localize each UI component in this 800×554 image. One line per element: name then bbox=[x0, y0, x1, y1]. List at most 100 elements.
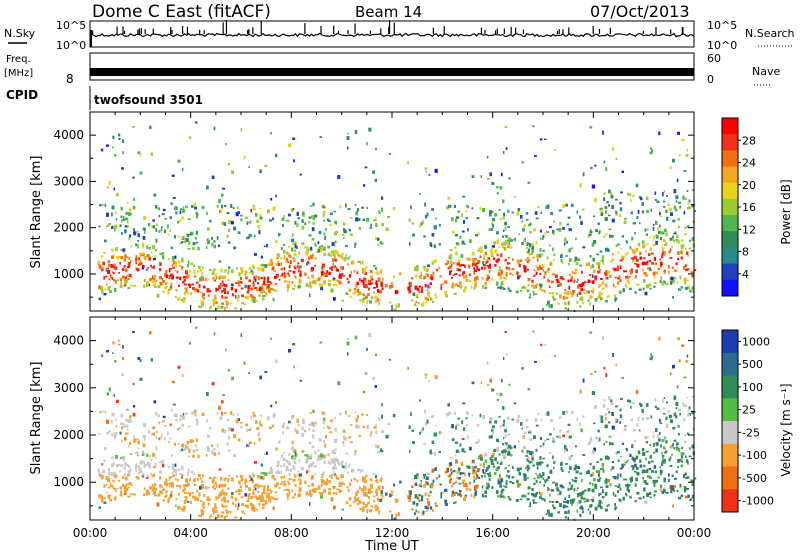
power-cell bbox=[498, 246, 501, 248]
power-cell bbox=[116, 256, 119, 260]
power-cell bbox=[164, 229, 166, 233]
cpid-label: CPID bbox=[6, 88, 38, 102]
power-cell bbox=[340, 254, 343, 259]
power-cell bbox=[213, 279, 216, 282]
power-cell bbox=[295, 245, 298, 249]
velocity-cell bbox=[491, 429, 494, 432]
power-cell bbox=[343, 275, 346, 277]
power-cell bbox=[169, 229, 171, 232]
power-cell bbox=[108, 223, 111, 226]
power-cell bbox=[158, 214, 161, 218]
power-cell bbox=[280, 267, 283, 271]
power-cell bbox=[256, 300, 259, 302]
velocity-cell bbox=[553, 466, 555, 470]
power-cell bbox=[101, 268, 104, 272]
velocity-cell bbox=[429, 506, 433, 510]
velocity-cell bbox=[576, 502, 579, 506]
power-cell bbox=[609, 234, 611, 238]
power-cell bbox=[108, 264, 111, 268]
velocity-cell bbox=[296, 473, 299, 476]
velocity-cell bbox=[115, 418, 117, 422]
power-cell bbox=[175, 270, 177, 272]
velocity-cell bbox=[293, 492, 296, 496]
power-cell bbox=[215, 301, 218, 305]
power-cell bbox=[462, 273, 464, 276]
power-cell bbox=[580, 221, 583, 225]
power-cell bbox=[659, 230, 663, 235]
power-cell bbox=[251, 271, 254, 276]
power-cell bbox=[275, 239, 278, 243]
power-cell bbox=[223, 288, 226, 292]
power-cell bbox=[143, 279, 146, 282]
power-cell bbox=[207, 240, 210, 245]
power-cell bbox=[408, 289, 411, 292]
power-cell bbox=[660, 237, 662, 240]
velocity-cell bbox=[309, 493, 313, 497]
power-cell bbox=[490, 254, 493, 258]
velocity-cell bbox=[499, 484, 503, 488]
velocity-cell bbox=[557, 492, 560, 496]
power-cell bbox=[373, 265, 376, 267]
power-cell bbox=[600, 208, 603, 213]
power-cell bbox=[318, 247, 320, 250]
velocity-cell bbox=[668, 414, 672, 419]
power-cell bbox=[155, 205, 158, 209]
velocity-cell bbox=[452, 492, 456, 496]
power-cell bbox=[170, 202, 173, 205]
velocity-cell bbox=[190, 470, 194, 474]
beam-title: Beam 14 bbox=[355, 3, 422, 21]
power-cell bbox=[463, 220, 466, 224]
power-cell bbox=[223, 205, 227, 207]
power-cell bbox=[501, 242, 505, 246]
power-cell bbox=[577, 284, 580, 289]
power-cell bbox=[668, 250, 671, 254]
velocity-cell bbox=[547, 509, 550, 514]
power-cell bbox=[381, 287, 384, 290]
velocity-cell bbox=[152, 483, 154, 488]
power-cell bbox=[605, 270, 608, 273]
power-cell bbox=[198, 265, 201, 269]
velocity-cell bbox=[463, 427, 466, 432]
power-cell bbox=[625, 284, 627, 287]
power-cell bbox=[687, 253, 689, 257]
power-cell bbox=[372, 297, 374, 300]
power-cell bbox=[360, 261, 362, 265]
power-cell bbox=[653, 257, 657, 261]
power-cell bbox=[574, 271, 577, 275]
velocity-cell bbox=[136, 451, 139, 454]
power-cell bbox=[496, 239, 499, 244]
velocity-cell bbox=[102, 469, 105, 474]
power-cell bbox=[564, 292, 568, 295]
velocity-cell bbox=[531, 461, 533, 463]
power-cell bbox=[434, 259, 437, 263]
power-cell bbox=[513, 195, 516, 198]
power-cell bbox=[542, 264, 545, 268]
velocity-cell bbox=[280, 470, 282, 475]
power-cell bbox=[562, 227, 565, 230]
velocity-cell bbox=[297, 470, 300, 473]
power-cell bbox=[318, 283, 322, 286]
power-cell bbox=[343, 228, 346, 233]
power-cell bbox=[158, 268, 162, 272]
power-cell bbox=[597, 262, 601, 266]
velocity-cell bbox=[589, 511, 591, 515]
power-cell bbox=[673, 189, 677, 194]
power-cell bbox=[189, 284, 191, 288]
power-cell bbox=[323, 219, 325, 222]
power-cell bbox=[233, 226, 237, 231]
power-cell bbox=[189, 233, 193, 236]
power-cell bbox=[137, 239, 140, 242]
power-cell bbox=[488, 265, 492, 269]
velocity-cell bbox=[206, 434, 210, 438]
velocity-cell bbox=[465, 424, 468, 427]
power-cell bbox=[669, 257, 673, 259]
power-cell bbox=[612, 147, 614, 151]
power-cell bbox=[462, 275, 465, 279]
velocity-cell bbox=[679, 412, 682, 416]
power-cell bbox=[496, 253, 499, 257]
power-cell bbox=[320, 286, 323, 291]
power-cell bbox=[200, 300, 204, 304]
power-cell bbox=[141, 266, 145, 270]
velocity-cell bbox=[432, 509, 435, 512]
